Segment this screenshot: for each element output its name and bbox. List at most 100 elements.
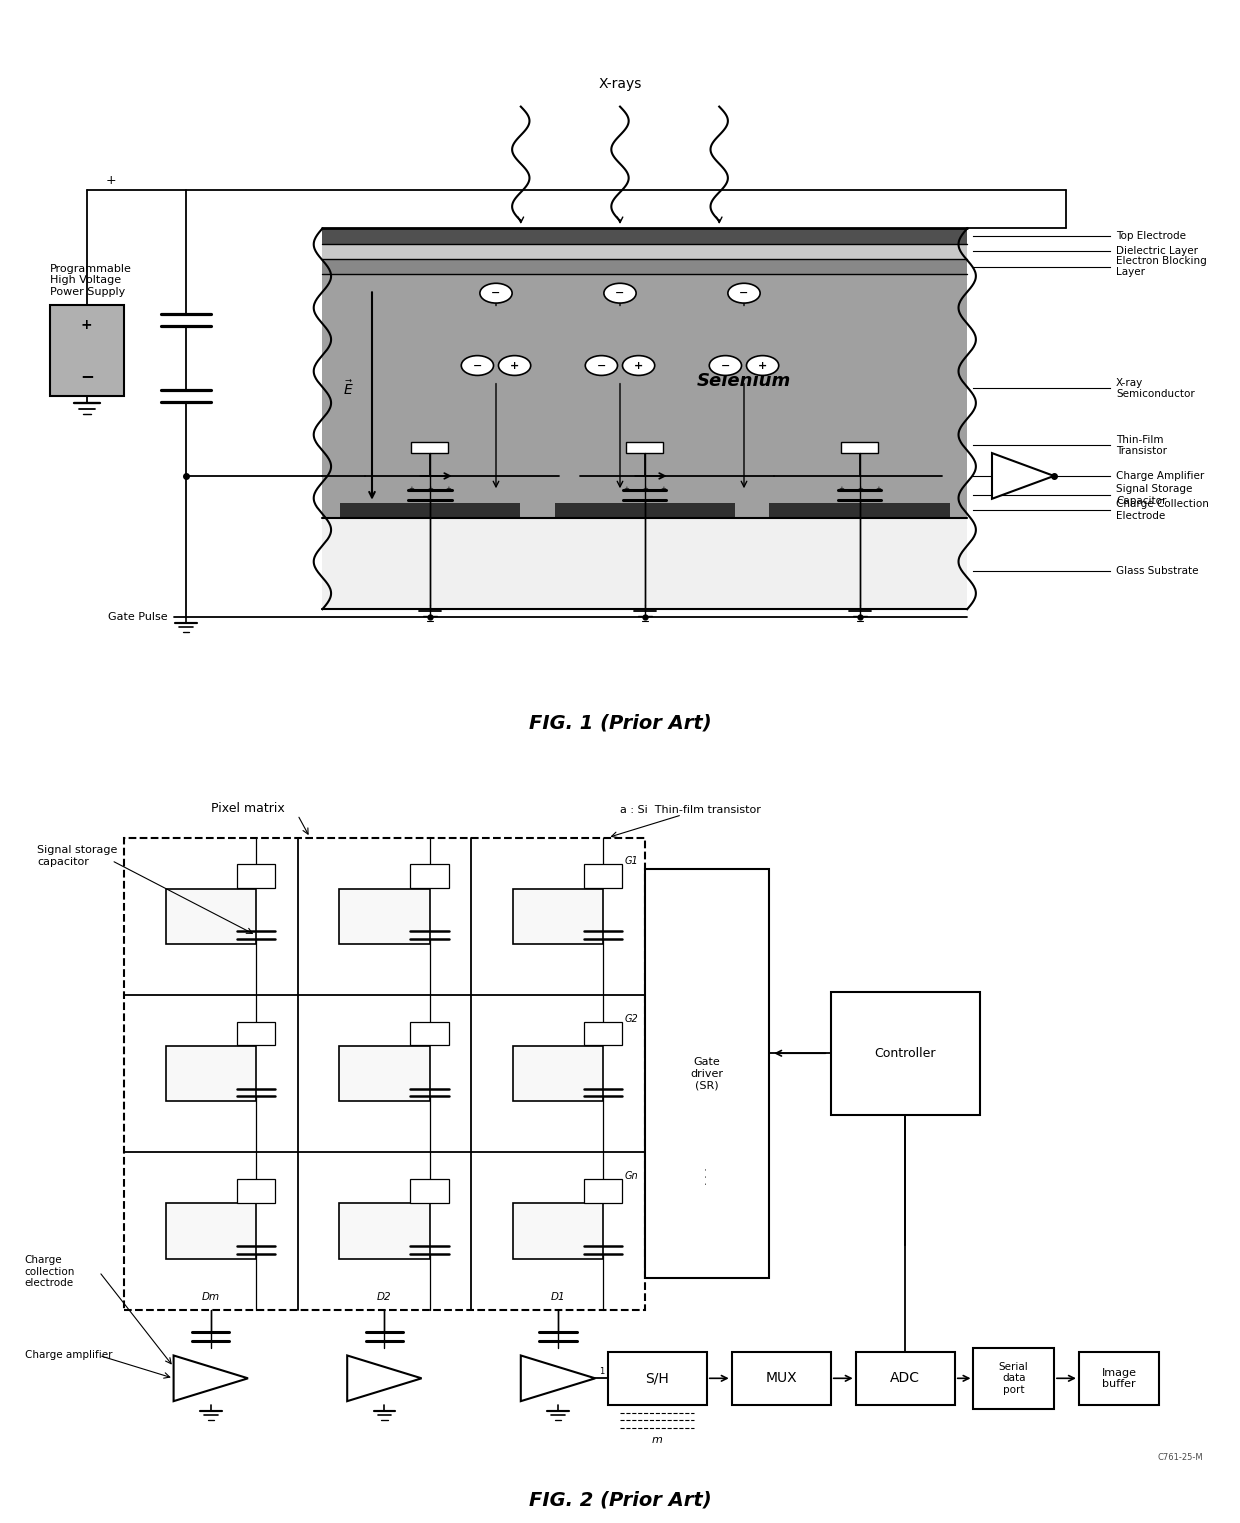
Bar bbox=[584, 1179, 622, 1203]
Text: −: − bbox=[660, 496, 667, 506]
Bar bbox=[412, 442, 449, 454]
Text: Charge amplifier: Charge amplifier bbox=[25, 1351, 113, 1360]
Bar bbox=[584, 1022, 622, 1045]
Text: Signal storage
capacitor: Signal storage capacitor bbox=[37, 845, 118, 867]
Bar bbox=[645, 870, 769, 1278]
Text: +: + bbox=[661, 486, 666, 492]
Circle shape bbox=[480, 283, 512, 303]
Bar bbox=[340, 888, 429, 944]
Text: +: + bbox=[427, 486, 433, 492]
Text: −: − bbox=[838, 496, 844, 506]
Polygon shape bbox=[521, 1355, 595, 1401]
Bar bbox=[608, 1352, 707, 1404]
Bar bbox=[626, 442, 663, 454]
Text: $\vec{E}$: $\vec{E}$ bbox=[342, 379, 353, 398]
Text: Electron Blocking
Layer: Electron Blocking Layer bbox=[1116, 256, 1207, 277]
Text: Thin-Film
Transistor: Thin-Film Transistor bbox=[1116, 434, 1167, 457]
Text: +: + bbox=[875, 486, 882, 492]
Text: Controller: Controller bbox=[874, 1046, 936, 1060]
Text: +: + bbox=[642, 486, 647, 492]
Text: +: + bbox=[408, 486, 414, 492]
Text: X-ray
Semiconductor: X-ray Semiconductor bbox=[1116, 378, 1195, 399]
Bar bbox=[322, 228, 967, 244]
Text: Glass Substrate: Glass Substrate bbox=[1116, 567, 1199, 576]
Text: +: + bbox=[445, 486, 451, 492]
Text: −: − bbox=[445, 496, 451, 506]
Circle shape bbox=[728, 283, 760, 303]
Text: +: + bbox=[857, 486, 863, 492]
Bar bbox=[1079, 1352, 1159, 1404]
Circle shape bbox=[746, 356, 779, 376]
Bar bbox=[50, 305, 124, 396]
Bar bbox=[513, 888, 603, 944]
Bar bbox=[340, 1203, 429, 1260]
Bar bbox=[166, 1203, 255, 1260]
Text: ADC: ADC bbox=[890, 1371, 920, 1386]
Text: Dielectric Layer: Dielectric Layer bbox=[1116, 247, 1198, 256]
Polygon shape bbox=[992, 454, 1054, 500]
Bar bbox=[322, 259, 967, 274]
Text: D1: D1 bbox=[551, 1292, 565, 1302]
Circle shape bbox=[461, 356, 494, 376]
Bar bbox=[124, 838, 645, 1310]
Text: D2: D2 bbox=[377, 1292, 392, 1302]
Text: Pixel matrix: Pixel matrix bbox=[211, 801, 285, 815]
Text: Charge Amplifier: Charge Amplifier bbox=[1116, 471, 1204, 481]
Text: a : Si  Thin-film transistor: a : Si Thin-film transistor bbox=[620, 804, 761, 815]
Text: FIG. 1 (Prior Art): FIG. 1 (Prior Art) bbox=[528, 714, 712, 733]
Bar bbox=[237, 865, 275, 888]
Bar bbox=[410, 1022, 449, 1045]
Bar bbox=[166, 888, 255, 944]
Text: +: + bbox=[510, 361, 520, 370]
Text: · · ·: · · · bbox=[702, 1167, 712, 1185]
Text: +: + bbox=[105, 174, 117, 187]
Text: −: − bbox=[79, 367, 94, 385]
Text: −: − bbox=[641, 496, 649, 506]
Text: −: − bbox=[596, 361, 606, 370]
Text: −: − bbox=[875, 496, 882, 506]
Text: G2: G2 bbox=[625, 1014, 639, 1023]
Text: +: + bbox=[81, 318, 93, 332]
Bar bbox=[732, 1352, 831, 1404]
Text: −: − bbox=[427, 496, 433, 506]
Text: Gate Pulse: Gate Pulse bbox=[108, 612, 167, 621]
Bar bbox=[166, 1046, 255, 1101]
Bar bbox=[322, 274, 967, 518]
Text: −: − bbox=[720, 361, 730, 370]
Text: −: − bbox=[472, 361, 482, 370]
Bar bbox=[410, 1179, 449, 1203]
Text: C761-25-M: C761-25-M bbox=[1157, 1453, 1203, 1462]
Text: S/H: S/H bbox=[645, 1371, 670, 1386]
Text: m: m bbox=[652, 1435, 662, 1445]
Text: FIG. 2 (Prior Art): FIG. 2 (Prior Art) bbox=[528, 1491, 712, 1509]
Bar bbox=[513, 1046, 603, 1101]
Text: +: + bbox=[758, 361, 768, 370]
Text: +: + bbox=[634, 361, 644, 370]
Bar bbox=[322, 518, 967, 609]
Bar bbox=[584, 865, 622, 888]
Text: +: + bbox=[838, 486, 844, 492]
Text: −: − bbox=[491, 288, 501, 299]
Text: +: + bbox=[624, 486, 629, 492]
Text: G1: G1 bbox=[625, 856, 639, 867]
Text: −: − bbox=[408, 496, 414, 506]
Circle shape bbox=[585, 356, 618, 376]
Text: Gate
driver
(SR): Gate driver (SR) bbox=[691, 1057, 723, 1090]
Text: X-rays: X-rays bbox=[599, 78, 641, 91]
Bar bbox=[554, 503, 735, 518]
Text: Image
buffer: Image buffer bbox=[1101, 1368, 1137, 1389]
Bar bbox=[340, 1046, 429, 1101]
Text: Selenium: Selenium bbox=[697, 372, 791, 390]
Circle shape bbox=[498, 356, 531, 376]
Text: −: − bbox=[857, 496, 863, 506]
Bar bbox=[237, 1179, 275, 1203]
Text: MUX: MUX bbox=[765, 1371, 797, 1386]
Polygon shape bbox=[174, 1355, 248, 1401]
Bar bbox=[831, 991, 980, 1115]
Text: Gn: Gn bbox=[625, 1171, 639, 1180]
Text: Charge Collection
Electrode: Charge Collection Electrode bbox=[1116, 500, 1209, 521]
Text: Signal Storage
Capacitor: Signal Storage Capacitor bbox=[1116, 484, 1193, 506]
Text: −: − bbox=[622, 496, 630, 506]
Bar bbox=[237, 1022, 275, 1045]
Text: Top Electrode: Top Electrode bbox=[1116, 231, 1185, 241]
